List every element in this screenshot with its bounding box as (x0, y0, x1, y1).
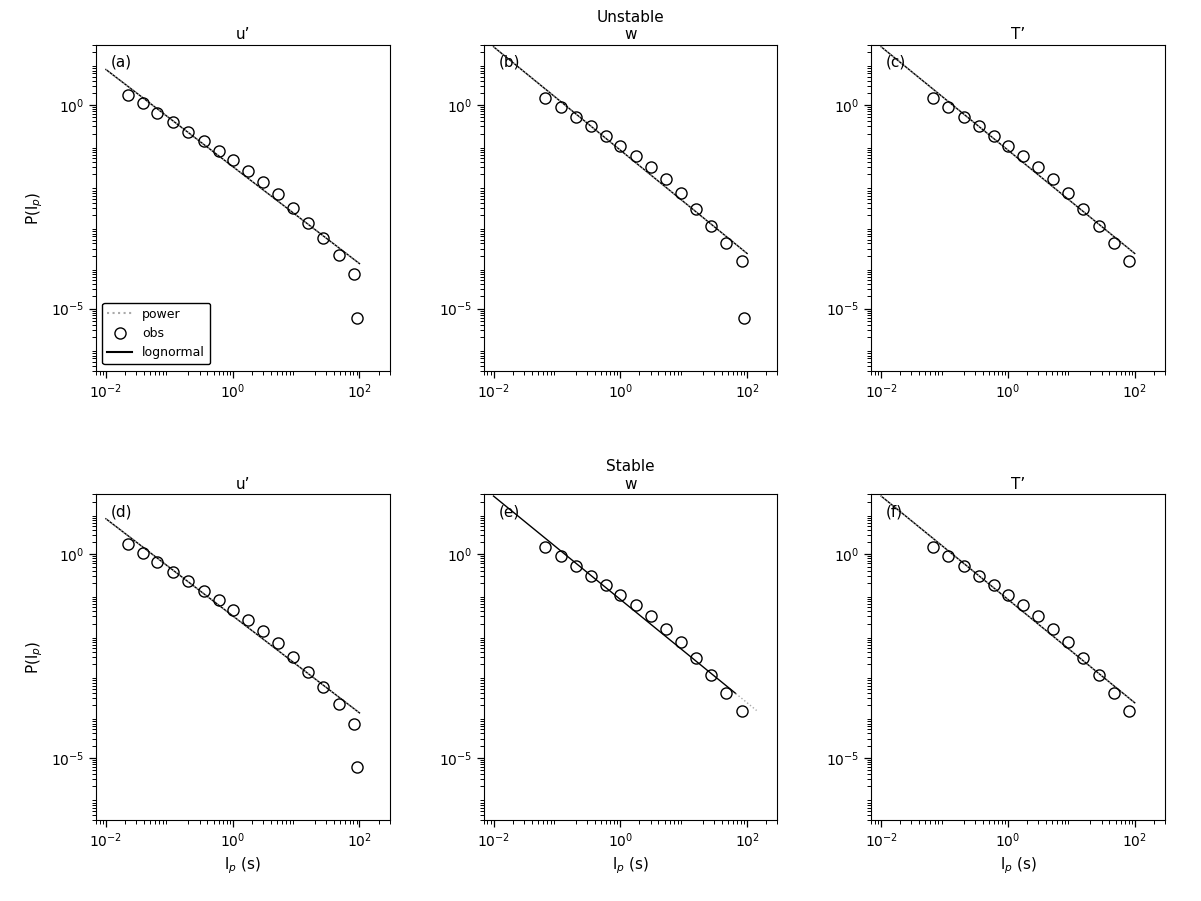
Legend: power, obs, lognormal: power, obs, lognormal (102, 303, 210, 364)
Title: u’: u’ (235, 477, 250, 492)
Text: (a): (a) (110, 55, 132, 69)
Y-axis label: P(l$_p$): P(l$_p$) (25, 191, 46, 224)
Text: (c): (c) (886, 55, 907, 69)
Y-axis label: P(l$_p$): P(l$_p$) (25, 641, 46, 674)
Text: (d): (d) (110, 504, 132, 519)
Title: T’: T’ (1011, 28, 1026, 42)
X-axis label: l$_p$ (s): l$_p$ (s) (999, 856, 1036, 877)
Text: (e): (e) (498, 504, 520, 519)
Title: u’: u’ (235, 28, 250, 42)
X-axis label: l$_p$ (s): l$_p$ (s) (613, 856, 649, 877)
X-axis label: l$_p$ (s): l$_p$ (s) (225, 856, 262, 877)
Text: (b): (b) (498, 55, 520, 69)
Title: Stable
w: Stable w (607, 460, 655, 492)
Title: T’: T’ (1011, 477, 1026, 492)
Title: Unstable
w: Unstable w (597, 10, 664, 42)
Text: (f): (f) (886, 504, 903, 519)
